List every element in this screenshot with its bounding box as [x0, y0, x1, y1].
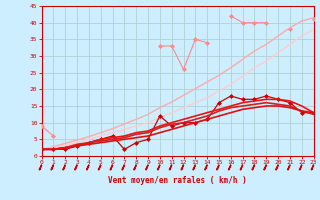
- X-axis label: Vent moyen/en rafales ( km/h ): Vent moyen/en rafales ( km/h ): [108, 176, 247, 185]
